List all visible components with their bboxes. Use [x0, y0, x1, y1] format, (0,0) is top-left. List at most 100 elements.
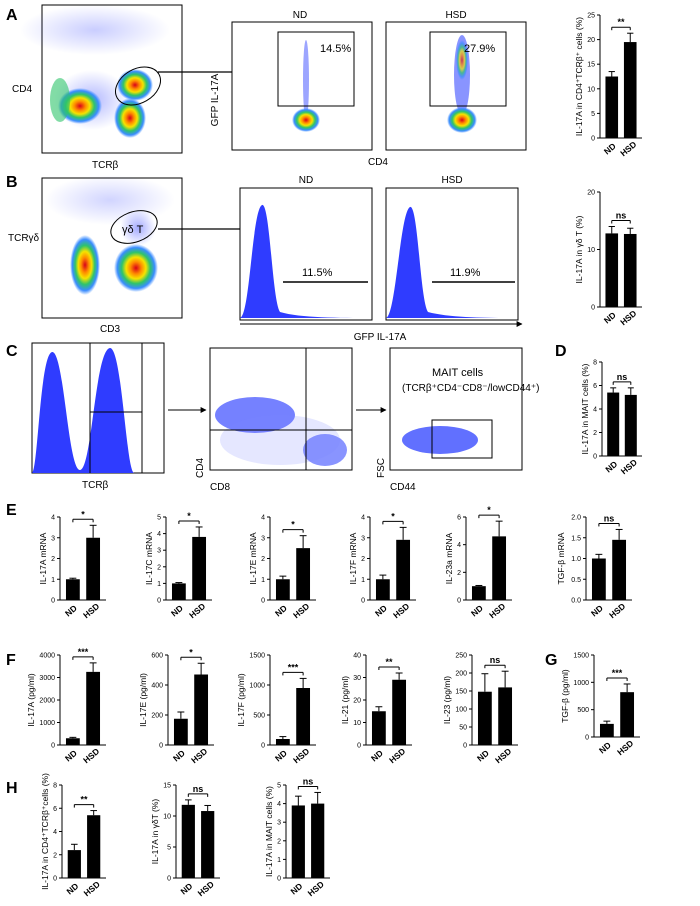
panel-label-h: H [6, 780, 18, 797]
bar-chart-e3: 0 1 2 3 4 IL-17E mRNA ND HSD * [248, 515, 316, 620]
y-tick-label: 2 [277, 838, 281, 845]
y-tick-label: 4 [457, 542, 461, 549]
bar-hsd [498, 687, 513, 745]
bar-chart-e5: 0 2 4 6 IL-23a mRNA ND HSD * [444, 505, 512, 620]
y-tick-label: 4 [277, 801, 281, 808]
y-tick-label: 8 [593, 360, 597, 367]
flow-b-gfp-xlabel: GFP IL-17A [354, 332, 407, 343]
y-axis-label: IL-17F mRNA [348, 532, 358, 584]
bar-nd [65, 738, 80, 745]
significance-label: ns [193, 784, 204, 794]
category-label: HSD [81, 601, 101, 620]
bar-nd [599, 723, 614, 737]
bar-hsd [396, 539, 411, 600]
bar-chart-e1: 0 1 2 3 4 IL-17A mRNA ND HSD * [38, 509, 106, 620]
y-axis-label: TGF-β mRNA [556, 532, 566, 584]
flow-a-hsd-title: HSD [445, 10, 466, 21]
y-tick-label: 15 [163, 783, 171, 790]
category-label: ND [589, 603, 605, 619]
y-tick-label: 1000 [39, 720, 55, 727]
y-tick-label: 0 [585, 735, 589, 742]
bar-nd [275, 579, 290, 600]
y-tick-label: 6 [593, 383, 597, 390]
bar-hsd [492, 536, 507, 600]
bar-nd [477, 691, 492, 745]
y-tick-label: 1500 [573, 653, 589, 660]
bar-hsd [86, 671, 101, 745]
bar-chart-e4: 0 1 2 3 4 IL-17F mRNA ND HSD * [348, 511, 416, 620]
bar-hsd [201, 811, 215, 878]
bar-chart-f4: 0 10 20 30 40 IL-21 (pg/ml) ND HSD ** [340, 653, 412, 765]
y-tick-label: 4 [593, 407, 597, 414]
flow-c-cd4-cd8-plot [209, 347, 387, 471]
y-tick-label: 200 [151, 713, 163, 720]
y-axis-label: IL-17A (pg/ml) [26, 673, 36, 727]
flow-b-hsd-title: HSD [441, 175, 462, 186]
category-label: HSD [493, 746, 513, 765]
y-tick-label: 50 [459, 725, 467, 732]
y-tick-label: 100 [455, 707, 467, 714]
y-tick-label: 2.0 [571, 515, 581, 522]
flow-b-ylabel: TCRγδ [8, 233, 40, 244]
significance-label: *** [78, 647, 89, 657]
flow-b-hsd-pct: 11.9% [450, 267, 481, 279]
y-tick-label: 0 [261, 743, 265, 750]
bar-hsd [311, 803, 325, 878]
y-tick-label: 150 [455, 689, 467, 696]
category-label: HSD [187, 601, 207, 620]
y-axis-label: IL-23a mRNA [444, 532, 454, 584]
y-tick-label: 6 [53, 806, 57, 813]
category-label: ND [288, 881, 304, 897]
bar-nd [181, 804, 195, 878]
y-tick-label: 1 [51, 577, 55, 584]
flow-b-nd-title: ND [299, 175, 313, 186]
category-label: ND [171, 748, 187, 764]
category-label: ND [369, 748, 385, 764]
y-tick-label: 250 [455, 653, 467, 660]
significance-label: * [391, 511, 395, 521]
bar-chart-d: 0 2 4 6 8IL-17A in MAIT cells (%) ND HSD ns [580, 360, 642, 476]
category-label: HSD [487, 601, 507, 620]
category-label: HSD [619, 457, 639, 476]
category-label: HSD [607, 601, 627, 620]
bar-hsd [194, 674, 209, 745]
y-tick-label: 0 [261, 598, 265, 605]
category-label: HSD [291, 746, 311, 765]
y-axis-label: IL-23 (pg/ml) [442, 676, 452, 724]
flow-a-cd4-xlabel: CD4 [368, 157, 388, 168]
y-tick-label: 20 [353, 698, 361, 705]
flow-b-xlabel: CD3 [100, 324, 120, 335]
flow-c-xlabel: TCRβ [82, 480, 109, 491]
y-tick-label: 0 [167, 876, 171, 883]
y-tick-label: 0 [361, 598, 365, 605]
flow-c-histogram [31, 342, 207, 474]
category-label: ND [178, 881, 194, 897]
y-tick-label: 3 [261, 535, 265, 542]
y-tick-label: 30 [353, 675, 361, 682]
category-label: HSD [81, 746, 101, 765]
y-tick-label: 2 [457, 570, 461, 577]
y-tick-label: 0 [357, 743, 361, 750]
y-tick-label: 6 [457, 515, 461, 522]
y-axis-label: IL-17A in γδT (%) [150, 799, 160, 865]
bar-nd [275, 739, 290, 745]
significance-label: *** [288, 662, 299, 672]
flow-a-hsd-plot [385, 21, 527, 151]
bar-nd [605, 233, 619, 307]
flow-b-nd-histogram [239, 187, 373, 321]
y-tick-label: 1.5 [571, 535, 581, 542]
y-axis-label: IL-17A in MAIT cells (%) [264, 786, 274, 877]
significance-label: * [81, 509, 85, 519]
y-tick-label: 500 [577, 707, 589, 714]
y-tick-label: 4 [261, 515, 265, 522]
y-tick-label: 5 [591, 111, 595, 118]
y-tick-label: 0.0 [571, 598, 581, 605]
significance-label: ** [617, 17, 625, 27]
category-label: HSD [82, 879, 102, 898]
category-label: ND [373, 603, 389, 619]
y-tick-label: 0 [51, 598, 55, 605]
y-tick-label: 10 [163, 814, 171, 821]
bar-chart-h2: 0 5 10 15 IL-17A in γδT (%) ND HSD ns [150, 783, 220, 898]
bar-chart-e6: 0.0 0.5 1.0 1.5 2.0 TGF-β mRNA ND HSD ns [556, 513, 632, 620]
